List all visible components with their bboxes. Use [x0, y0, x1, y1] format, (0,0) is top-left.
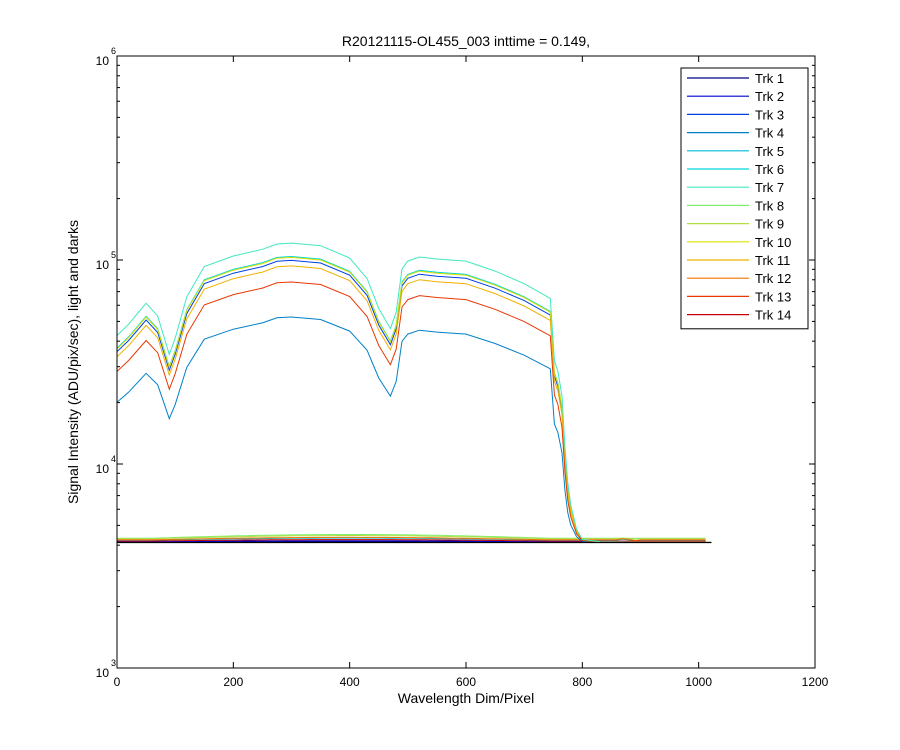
legend-label: Trk 4 [755, 126, 784, 141]
y-tick-base: 10 [96, 54, 110, 68]
series-line-dark [117, 534, 706, 539]
legend-label: Trk 8 [755, 198, 784, 213]
y-tick-base: 10 [96, 258, 110, 272]
y-tick-exponent: 5 [111, 250, 116, 260]
series-layer [117, 242, 712, 544]
legend-entry: Trk 12 [687, 271, 791, 286]
legend-label: Trk 12 [755, 271, 791, 286]
legend-entry: Trk 7 [687, 180, 784, 195]
x-tick-label: 200 [223, 675, 243, 689]
x-tick-label: 800 [572, 675, 592, 689]
x-tick-label: 400 [340, 675, 360, 689]
series-line-light [117, 316, 712, 543]
series-line-light [117, 281, 712, 543]
x-tick-label: 1200 [802, 675, 829, 689]
chart-title: R20121115-OL455_003 inttime = 0.149, [342, 33, 590, 49]
legend-label: Trk 11 [755, 253, 790, 268]
legend-entry: Trk 8 [687, 198, 784, 213]
legend-entry: Trk 10 [687, 235, 791, 250]
legend: Trk 1 Trk 2 Trk 3 Trk 4 Trk 5 Trk 6 Trk 7 Trk 8… [680, 67, 809, 330]
legend-entry: Trk 9 [687, 217, 784, 232]
legend-label: Trk 6 [755, 162, 784, 177]
x-tick-label: 600 [456, 675, 476, 689]
x-tick-label: 1000 [685, 675, 712, 689]
legend-entry: Trk 6 [687, 162, 784, 177]
legend-label: Trk 13 [755, 289, 791, 304]
legend-entry: Trk 4 [687, 126, 784, 141]
series-line-light [117, 265, 712, 543]
legend-entry: Trk 5 [687, 144, 784, 159]
legend-label: Trk 1 [755, 71, 784, 86]
legend-box [680, 67, 809, 330]
legend-label: Trk 9 [755, 217, 784, 232]
y-tick-label: 106 [96, 46, 116, 68]
series-line-dark [117, 536, 706, 542]
y-tick-base: 10 [96, 666, 110, 680]
y-tick-exponent: 4 [111, 454, 116, 464]
legend-label: Trk 5 [755, 144, 784, 159]
legend-entry: Trk 11 [687, 253, 790, 268]
series-line-light [117, 242, 712, 543]
x-axis-label: Wavelength Dim/Pixel [398, 690, 534, 706]
y-axis-label: Signal Intensity (ADU/pix/sec), light an… [65, 220, 81, 504]
y-tick-exponent: 6 [111, 46, 116, 56]
y-tick-base: 10 [96, 462, 110, 476]
legend-label: Trk 7 [755, 180, 784, 195]
legend-entry: Trk 13 [687, 289, 791, 304]
y-tick-exponent: 3 [111, 658, 116, 668]
series-line-dark [117, 539, 706, 542]
legend-label: Trk 3 [755, 107, 784, 122]
legend-label: Trk 14 [755, 308, 791, 323]
y-tick-label: 105 [96, 250, 116, 272]
y-tick-label: 103 [96, 658, 116, 680]
legend-label: Trk 2 [755, 89, 784, 104]
legend-entry: Trk 2 [687, 89, 784, 104]
axes-box [116, 55, 816, 669]
legend-entry: Trk 14 [687, 308, 791, 323]
legend-entry: Trk 3 [687, 107, 784, 122]
x-tick-label: 0 [114, 675, 121, 689]
legend-entry: Trk 1 [687, 71, 784, 86]
series-line-dark [117, 535, 706, 540]
legend-label: Trk 10 [755, 235, 791, 250]
y-tick-label: 104 [96, 454, 116, 476]
